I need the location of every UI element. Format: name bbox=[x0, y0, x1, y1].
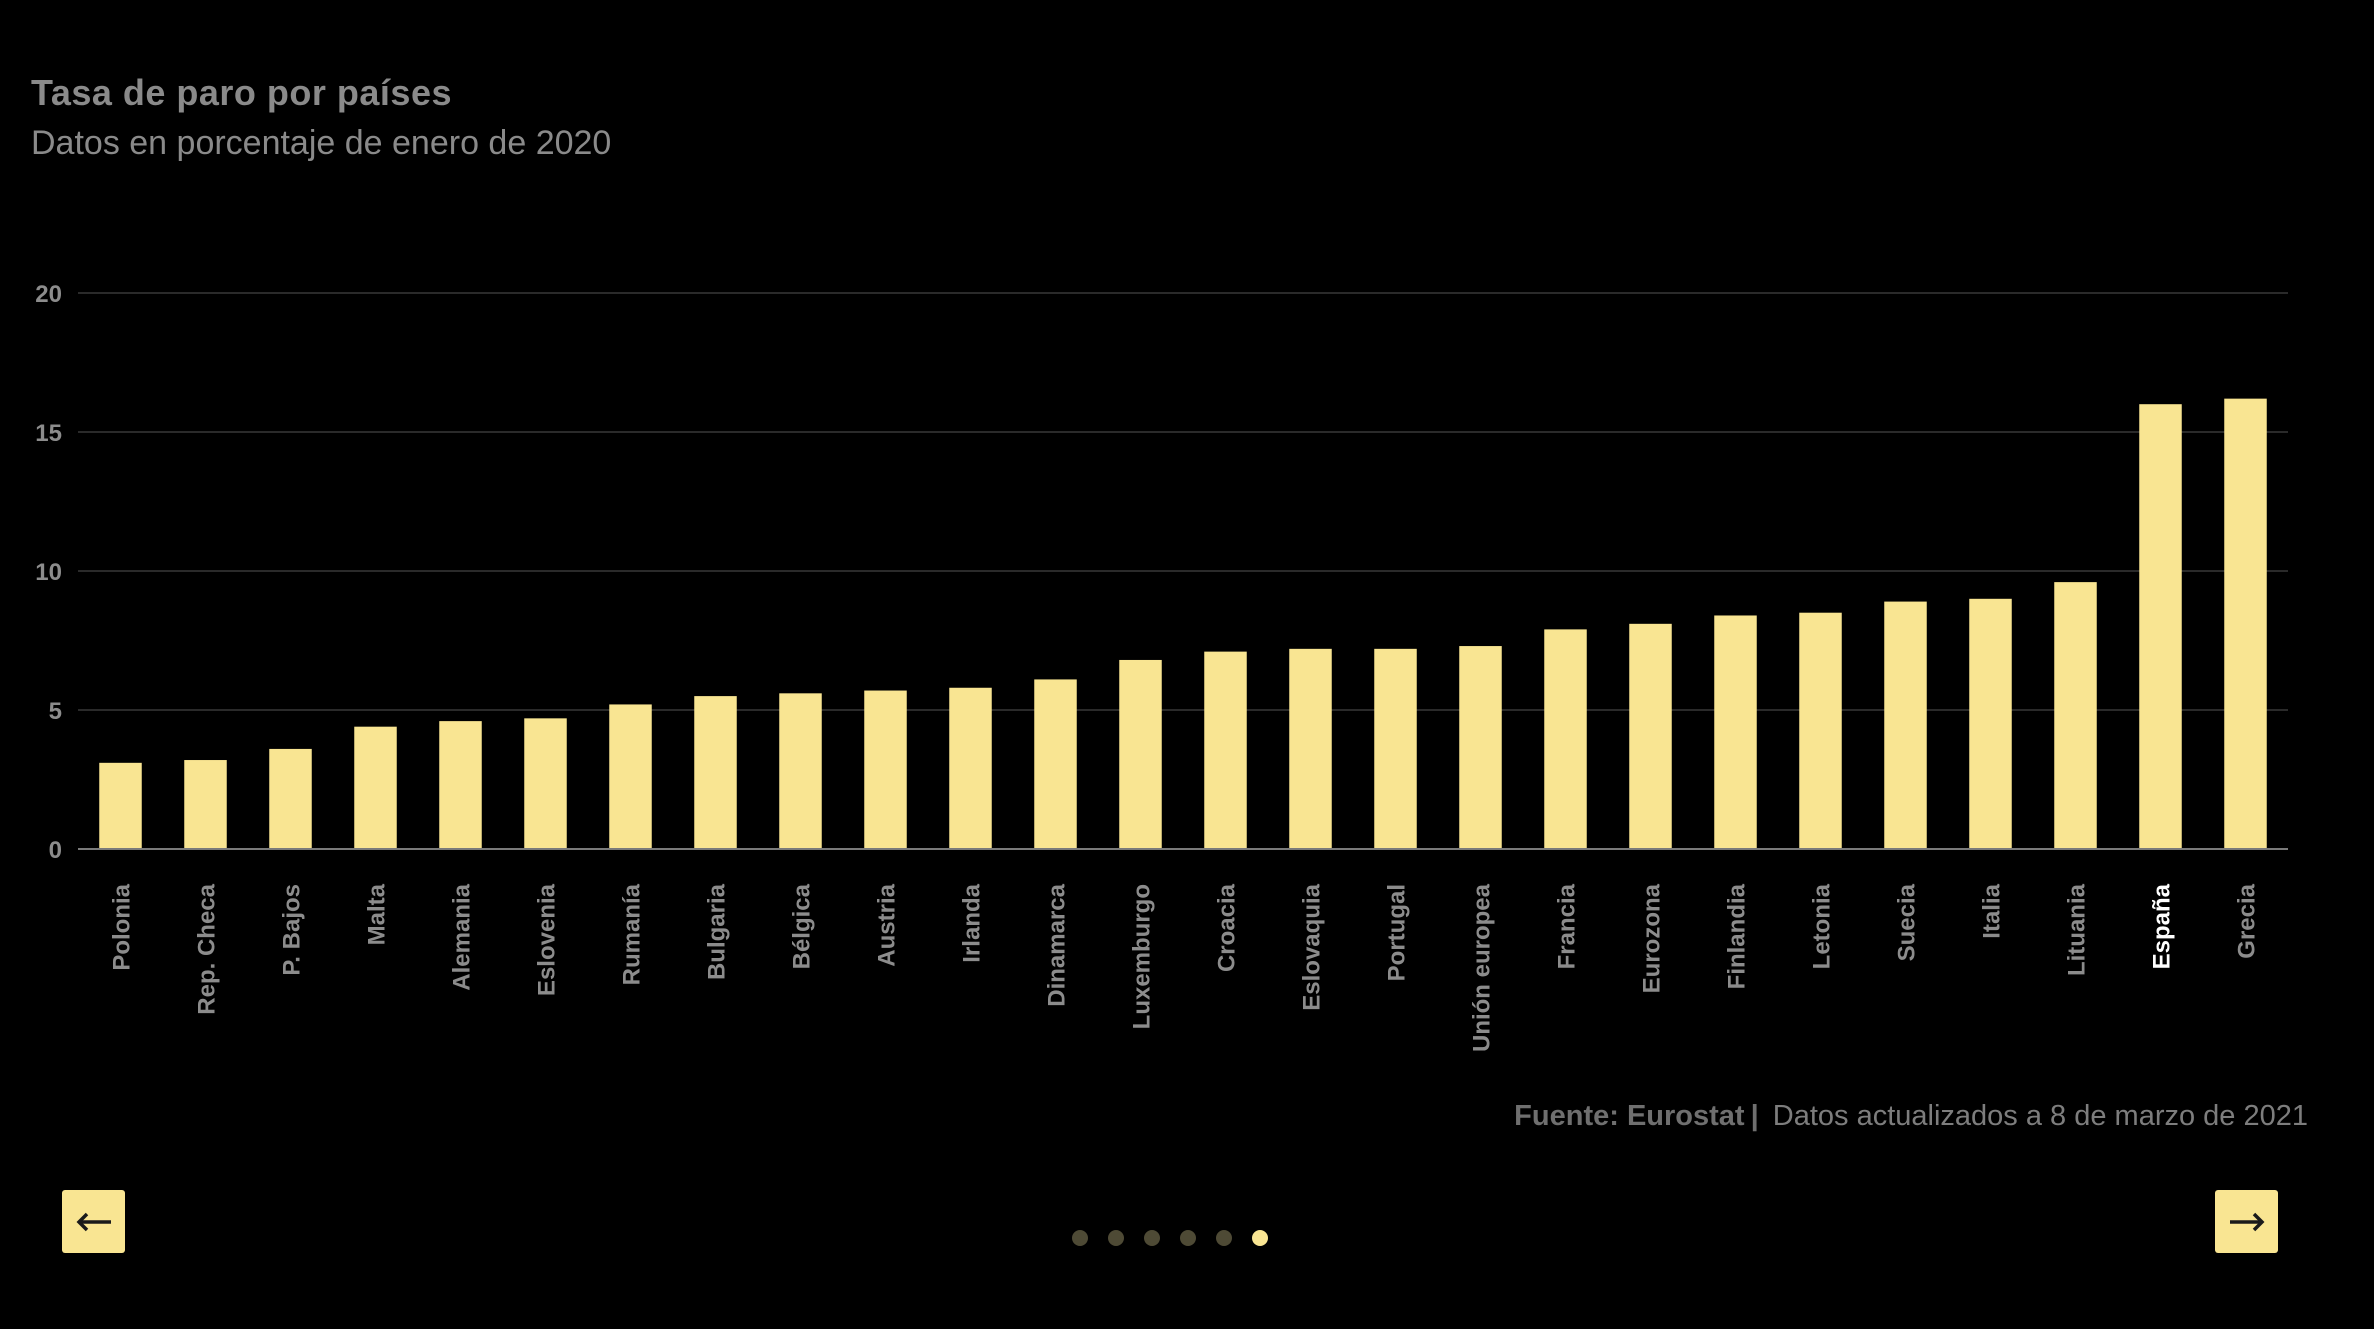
y-tick-label: 15 bbox=[35, 420, 62, 447]
bar-chart: 0 5 10 15 20 Polonia Rep. Checa P. Bajos Malta Al… bbox=[35, 281, 2288, 1052]
x-tick-label: Suecia bbox=[1894, 883, 1921, 961]
y-tick-label: 0 bbox=[49, 837, 62, 864]
bar bbox=[99, 762, 142, 849]
x-tick-label: Finlandia bbox=[1724, 883, 1751, 989]
x-tick-label: Letonia bbox=[1809, 883, 1836, 969]
bar bbox=[1289, 648, 1332, 849]
pagination-dot[interactable] bbox=[1072, 1230, 1088, 1246]
pagination-dot[interactable] bbox=[1180, 1230, 1196, 1246]
bar bbox=[609, 704, 652, 849]
bar bbox=[1969, 598, 2012, 849]
source-label: Fuente: Eurostat bbox=[1514, 1100, 1745, 1132]
x-tick-label: P. Bajos bbox=[279, 884, 306, 976]
x-tick-label: Grecia bbox=[2234, 883, 2261, 958]
bar bbox=[864, 690, 907, 849]
bar bbox=[269, 748, 312, 849]
next-button[interactable] bbox=[2215, 1190, 2278, 1253]
x-tick-label: Francia bbox=[1554, 883, 1581, 969]
bar bbox=[1544, 629, 1587, 849]
x-tick-label: Lituania bbox=[2064, 883, 2091, 976]
source-note: Fuente: Eurostat | Datos actualizados a 8… bbox=[1514, 1100, 2308, 1133]
bar bbox=[1629, 623, 1672, 849]
x-tick-label: España bbox=[2149, 883, 2176, 969]
bar bbox=[779, 693, 822, 849]
x-tick-label: Bulgaria bbox=[704, 883, 731, 980]
bar bbox=[1374, 648, 1417, 849]
x-tick-label: Rep. Checa bbox=[194, 883, 221, 1014]
chart-subtitle: Datos en porcentaje de enero de 2020 bbox=[31, 124, 612, 162]
arrow-right-icon bbox=[2229, 1212, 2264, 1231]
x-tick-label: Luxemburgo bbox=[1129, 884, 1156, 1029]
bar bbox=[184, 760, 227, 849]
source-separator: | bbox=[1750, 1100, 1759, 1132]
pagination-dot[interactable] bbox=[1108, 1230, 1124, 1246]
bar bbox=[524, 718, 567, 849]
bar bbox=[439, 721, 482, 849]
bar bbox=[1204, 651, 1247, 849]
pagination-dot[interactable] bbox=[1252, 1230, 1268, 1246]
chart-title: Tasa de paro por países bbox=[31, 72, 452, 113]
bar bbox=[1884, 601, 1927, 849]
y-tick-label: 20 bbox=[35, 281, 62, 308]
pagination-dots bbox=[1072, 1230, 1268, 1246]
x-tick-label: Croacia bbox=[1214, 883, 1241, 972]
x-tick-label: Austria bbox=[874, 883, 901, 966]
y-tick-label: 10 bbox=[35, 559, 62, 586]
x-tick-label: Alemania bbox=[449, 883, 476, 990]
x-tick-label: Eslovaquia bbox=[1299, 883, 1326, 1010]
x-tick-label: Unión europea bbox=[1469, 883, 1496, 1052]
x-tick-label: Portugal bbox=[1384, 884, 1411, 981]
bar bbox=[2224, 398, 2267, 849]
previous-button[interactable] bbox=[62, 1190, 125, 1253]
x-tick-label: Malta bbox=[364, 883, 391, 945]
x-tick-label: Irlanda bbox=[959, 883, 986, 962]
bar bbox=[1119, 659, 1162, 849]
x-tick-label: Polonia bbox=[109, 883, 136, 970]
bar bbox=[1714, 615, 1757, 849]
x-tick-label: Eslovenia bbox=[534, 883, 561, 996]
bar bbox=[694, 696, 737, 849]
pagination-dot[interactable] bbox=[1216, 1230, 1232, 1246]
bar bbox=[2139, 404, 2182, 849]
bar bbox=[1459, 646, 1502, 849]
arrow-left-icon bbox=[76, 1212, 111, 1231]
bar bbox=[1799, 612, 1842, 849]
bar bbox=[2054, 582, 2097, 849]
x-tick-label: Eurozona bbox=[1639, 883, 1666, 993]
bar bbox=[949, 687, 992, 849]
bar bbox=[354, 726, 397, 849]
x-tick-label: Rumanía bbox=[619, 883, 646, 985]
x-tick-label: Dinamarca bbox=[1044, 883, 1071, 1006]
pagination-dot[interactable] bbox=[1144, 1230, 1160, 1246]
x-tick-label: Bélgica bbox=[789, 883, 816, 969]
y-tick-label: 5 bbox=[49, 698, 62, 725]
bar bbox=[1034, 679, 1077, 849]
x-tick-label: Italia bbox=[1979, 883, 2006, 938]
updated-date: Datos actualizados a 8 de marzo de 2021 bbox=[1772, 1100, 2308, 1132]
